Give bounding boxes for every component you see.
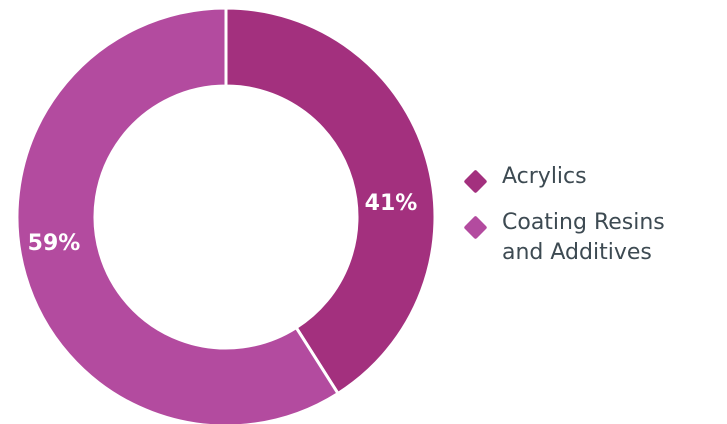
slice-label-coating-resins: 59% xyxy=(28,231,81,256)
legend: Acrylics Coating Resins and Additives xyxy=(460,162,722,284)
donut-slices xyxy=(15,6,437,424)
legend-item-coating-resins: Coating Resins and Additives xyxy=(460,208,722,268)
slice-label-acrylics: 41% xyxy=(365,191,418,216)
legend-label-coating-resins: Coating Resins and Additives xyxy=(502,210,665,265)
slice-coating-resins xyxy=(15,6,341,424)
legend-swatch-acrylics xyxy=(463,169,488,194)
legend-item-acrylics: Acrylics xyxy=(460,162,722,194)
legend-label-acrylics: Acrylics xyxy=(502,164,587,189)
slice-labels: 41% 59% xyxy=(28,191,418,256)
slice-acrylics xyxy=(224,6,437,396)
legend-swatch-coating-resins xyxy=(463,215,488,240)
